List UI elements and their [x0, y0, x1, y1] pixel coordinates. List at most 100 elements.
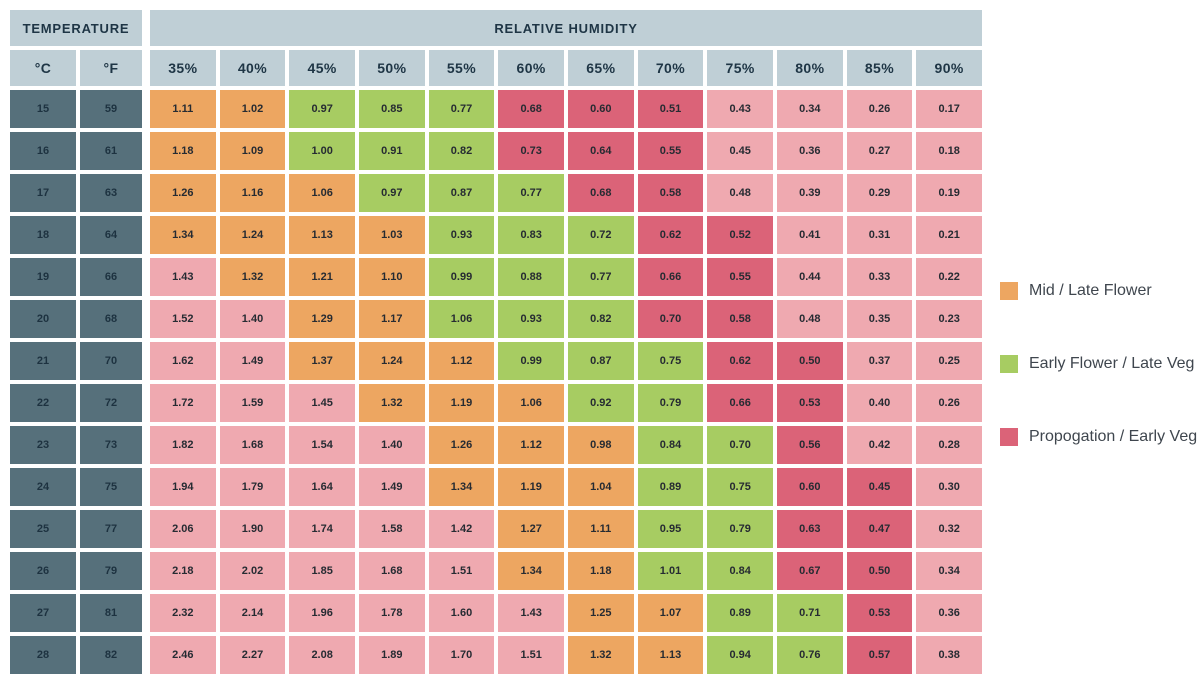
vpd-value-cell: 1.25 [567, 594, 634, 632]
vpd-value-cell: 1.12 [498, 426, 564, 464]
vpd-value-cell: 0.52 [707, 216, 773, 254]
vpd-value-cell: 2.06 [150, 510, 216, 548]
vpd-value-cell: 1.70 [428, 636, 495, 674]
vpd-value-cell: 1.00 [289, 132, 355, 170]
vpd-value-cell: 1.16 [219, 174, 286, 212]
vpd-value-cell: 0.55 [707, 258, 773, 296]
vpd-value-cell: 0.71 [776, 594, 843, 632]
temp-fahrenheit-cell: 68 [80, 300, 142, 338]
temp-celsius-cell: 15 [10, 90, 76, 128]
early-flower-late-veg-swatch-icon [1000, 355, 1018, 373]
vpd-value-cell: 0.37 [846, 342, 913, 380]
vpd-value-cell: 1.24 [219, 216, 286, 254]
humidity-column-header: 85% [846, 50, 913, 86]
legend-item-mid-late-flower: Mid / Late Flower [1000, 281, 1152, 301]
vpd-value-cell: 0.18 [916, 132, 982, 170]
vpd-value-cell: 0.23 [916, 300, 982, 338]
vpd-value-cell: 0.82 [428, 132, 495, 170]
vpd-value-cell: 0.75 [707, 468, 773, 506]
vpd-value-cell: 1.11 [567, 510, 634, 548]
vpd-value-cell: 1.18 [150, 132, 216, 170]
vpd-value-cell: 2.14 [219, 594, 286, 632]
vpd-value-cell: 1.49 [219, 342, 286, 380]
vpd-value-cell: 0.76 [776, 636, 843, 674]
legend-item-propogation-early-veg: Propogation / Early Veg [1000, 427, 1197, 447]
vpd-value-cell: 0.73 [498, 132, 564, 170]
vpd-value-cell: 0.83 [498, 216, 564, 254]
vpd-value-cell: 1.34 [498, 552, 564, 590]
temp-celsius-cell: 28 [10, 636, 76, 674]
legend-item-early-flower-late-veg: Early Flower / Late Veg [1000, 354, 1194, 374]
vpd-value-cell: 0.35 [846, 300, 913, 338]
relative-humidity-header: RELATIVE HUMIDITY [150, 10, 982, 46]
vpd-value-cell: 0.99 [428, 258, 495, 296]
vpd-value-cell: 1.52 [150, 300, 216, 338]
vpd-value-cell: 0.77 [498, 174, 564, 212]
temp-fahrenheit-cell: 70 [80, 342, 142, 380]
vpd-value-cell: 0.26 [846, 90, 913, 128]
vpd-value-cell: 2.32 [150, 594, 216, 632]
vpd-value-cell: 0.48 [707, 174, 773, 212]
humidity-column-header: 35% [150, 50, 216, 86]
vpd-value-cell: 1.34 [150, 216, 216, 254]
vpd-value-cell: 0.70 [707, 426, 773, 464]
temp-fahrenheit-cell: 66 [80, 258, 142, 296]
humidity-column-header: 70% [637, 50, 704, 86]
vpd-value-cell: 1.45 [289, 384, 355, 422]
vpd-value-cell: 1.24 [358, 342, 425, 380]
vpd-value-cell: 0.82 [567, 300, 634, 338]
legend-label: Propogation / Early Veg [1029, 428, 1198, 445]
vpd-value-cell: 0.45 [707, 132, 773, 170]
vpd-value-cell: 2.18 [150, 552, 216, 590]
vpd-value-cell: 0.60 [776, 468, 843, 506]
vpd-value-cell: 0.55 [637, 132, 704, 170]
humidity-column-header: 45% [289, 50, 355, 86]
vpd-value-cell: 1.89 [358, 636, 425, 674]
temp-celsius-cell: 17 [10, 174, 76, 212]
vpd-value-cell: 0.79 [707, 510, 773, 548]
vpd-value-cell: 0.67 [776, 552, 843, 590]
vpd-value-cell: 0.39 [776, 174, 843, 212]
vpd-value-cell: 1.19 [498, 468, 564, 506]
vpd-value-cell: 0.87 [428, 174, 495, 212]
vpd-value-cell: 0.31 [846, 216, 913, 254]
vpd-value-cell: 1.74 [289, 510, 355, 548]
vpd-value-cell: 1.78 [358, 594, 425, 632]
vpd-value-cell: 0.40 [846, 384, 913, 422]
vpd-value-cell: 1.32 [358, 384, 425, 422]
vpd-value-cell: 0.94 [707, 636, 773, 674]
vpd-value-cell: 0.68 [498, 90, 564, 128]
temp-celsius-cell: 24 [10, 468, 76, 506]
vpd-value-cell: 0.33 [846, 258, 913, 296]
vpd-value-cell: 1.03 [358, 216, 425, 254]
vpd-value-cell: 1.94 [150, 468, 216, 506]
vpd-value-cell: 1.60 [428, 594, 495, 632]
vpd-value-cell: 0.79 [637, 384, 704, 422]
temp-fahrenheit-cell: 73 [80, 426, 142, 464]
vpd-value-cell: 2.08 [289, 636, 355, 674]
vpd-value-cell: 1.29 [289, 300, 355, 338]
humidity-column-header: 90% [916, 50, 982, 86]
vpd-value-cell: 1.59 [219, 384, 286, 422]
vpd-value-cell: 0.36 [916, 594, 982, 632]
vpd-value-cell: 1.32 [219, 258, 286, 296]
vpd-value-cell: 1.82 [150, 426, 216, 464]
vpd-value-cell: 0.91 [358, 132, 425, 170]
vpd-value-cell: 0.88 [498, 258, 564, 296]
legend-label: Early Flower / Late Veg [1029, 355, 1195, 372]
temp-celsius-cell: 23 [10, 426, 76, 464]
vpd-value-cell: 1.26 [150, 174, 216, 212]
vpd-value-cell: 0.62 [707, 342, 773, 380]
temp-fahrenheit-cell: 61 [80, 132, 142, 170]
vpd-value-cell: 1.43 [498, 594, 564, 632]
vpd-value-cell: 0.89 [637, 468, 704, 506]
vpd-value-cell: 0.43 [707, 90, 773, 128]
vpd-value-cell: 1.10 [358, 258, 425, 296]
vpd-value-cell: 0.68 [567, 174, 634, 212]
vpd-value-cell: 0.95 [637, 510, 704, 548]
vpd-value-cell: 0.87 [567, 342, 634, 380]
vpd-value-cell: 0.75 [637, 342, 704, 380]
temp-celsius-cell: 22 [10, 384, 76, 422]
vpd-value-cell: 1.49 [358, 468, 425, 506]
